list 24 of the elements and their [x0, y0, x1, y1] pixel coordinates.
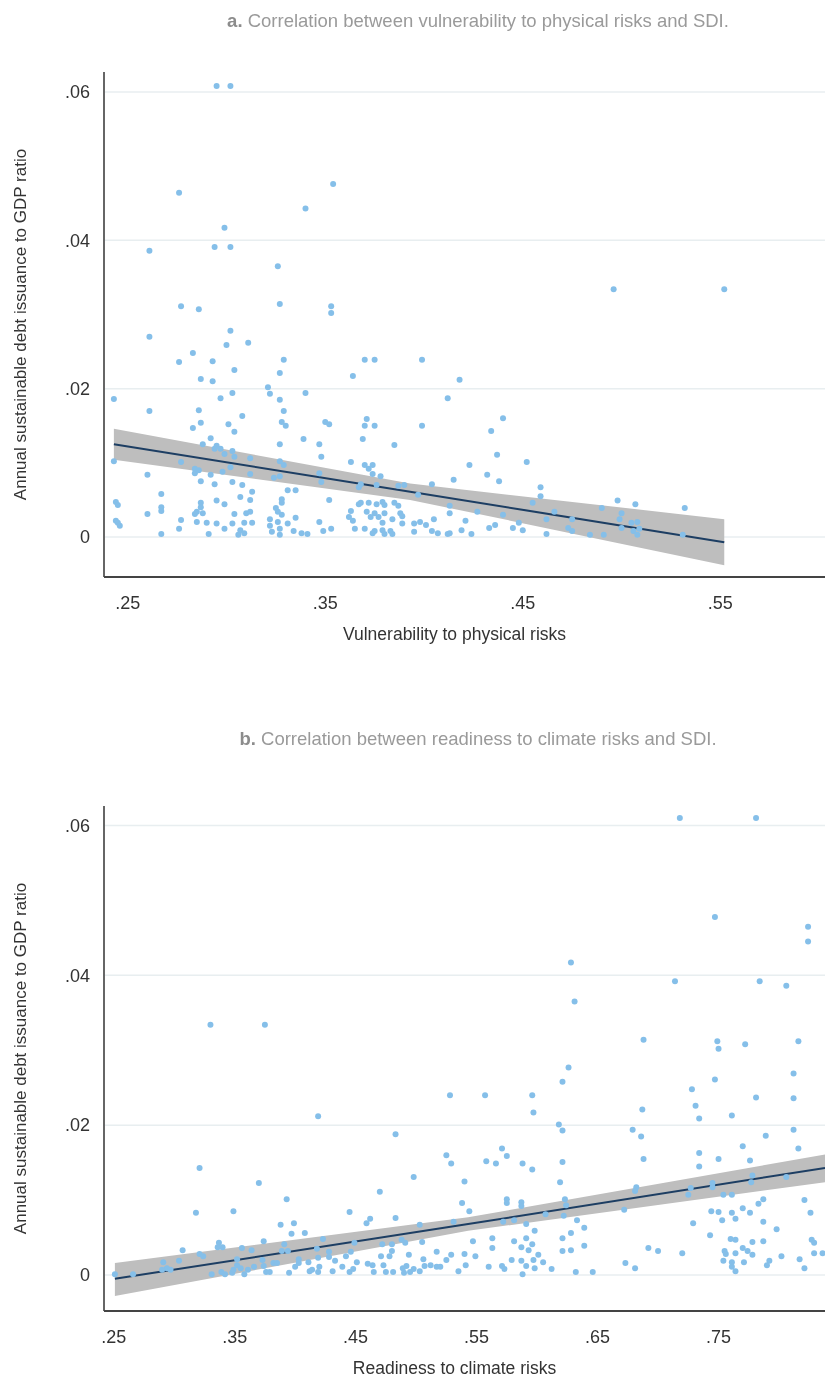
y-tick-label: .02: [64, 1115, 90, 1136]
y-tick-label: .04: [64, 965, 90, 986]
x-tick-label: .65: [585, 1327, 611, 1347]
x-tick-label: .35: [222, 1327, 248, 1347]
y-tick-label: .04: [64, 230, 90, 251]
x-tick-label: .25: [115, 593, 141, 613]
x-tick-label: .55: [464, 1327, 490, 1347]
chart-title: a. Correlation between vulnerability to physical risks and SDI.: [227, 10, 729, 31]
x-tick-label: .45: [343, 1327, 369, 1347]
y-tick-label: 0: [79, 1265, 90, 1286]
y-tick-label: .06: [64, 815, 90, 836]
y-tick-label: .06: [64, 82, 90, 103]
x-tick-label: .55: [707, 593, 733, 613]
chart-title: b. Correlation between readiness to climate risks and SDI.: [239, 728, 717, 749]
y-tick-label: 0: [79, 527, 90, 548]
x-tick-label: .25: [101, 1327, 127, 1347]
x-axis-title: Vulnerability to physical risks: [342, 624, 567, 644]
x-axis-title: Readiness to climate risks: [352, 1358, 557, 1378]
y-axis-title: Annual sustainable debt issuance to GDP ratio: [11, 148, 30, 501]
y-axis-title: Annual sustainable debt issuance to GDP ratio: [11, 882, 30, 1235]
y-tick-label: .02: [64, 378, 90, 399]
x-tick-label: .35: [312, 593, 338, 613]
x-tick-label: .75: [706, 1327, 732, 1347]
x-tick-label: .45: [510, 593, 536, 613]
